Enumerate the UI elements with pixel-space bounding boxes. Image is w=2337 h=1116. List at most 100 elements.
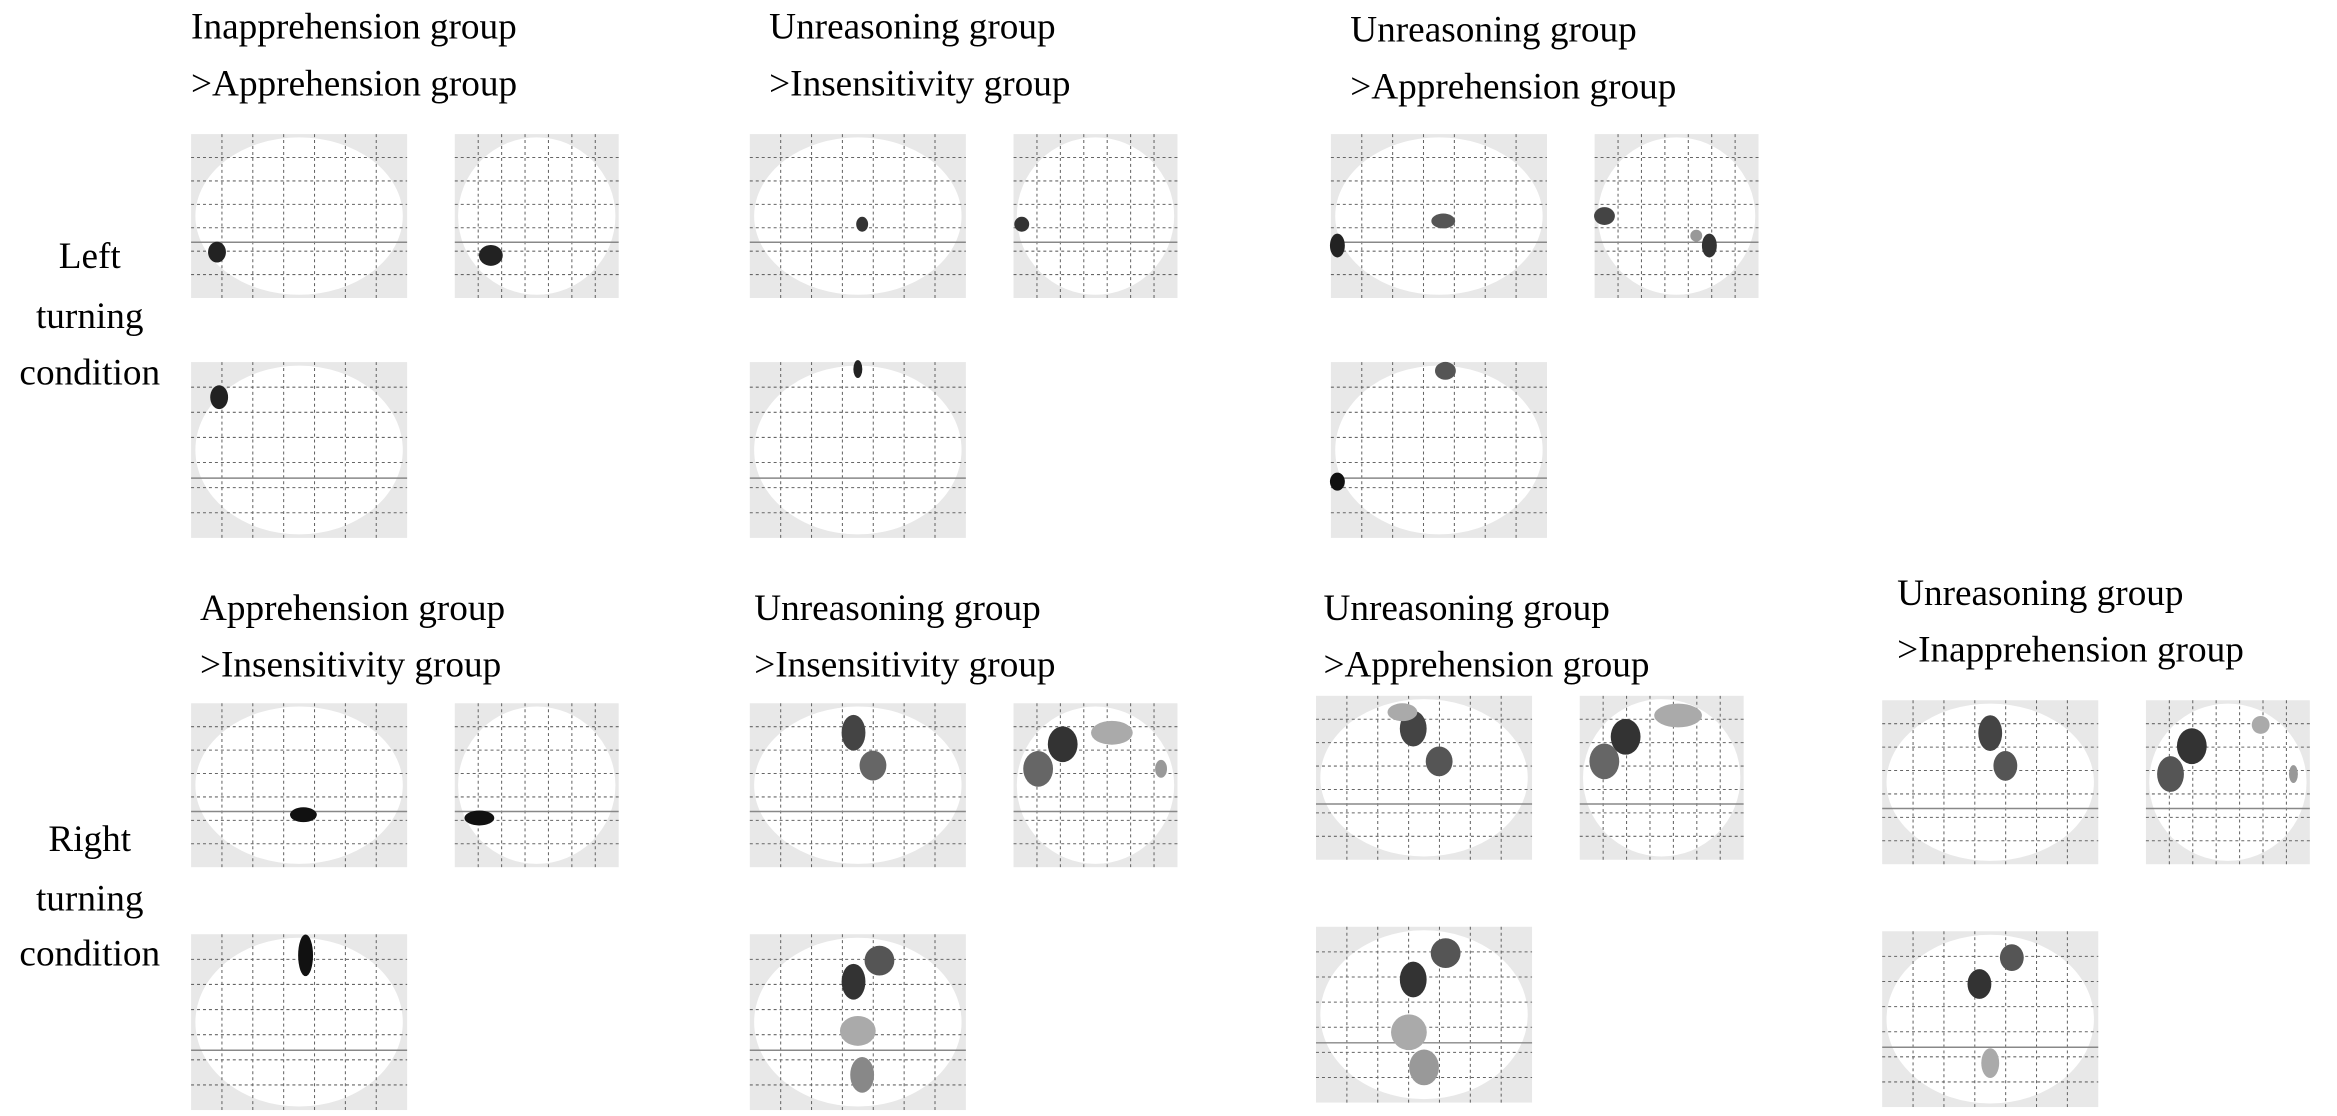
brain-outline — [195, 706, 403, 864]
brain-outline — [754, 706, 962, 864]
axial-view — [749, 934, 966, 1111]
sagittal-view — [749, 134, 966, 298]
activation-blob — [1431, 213, 1456, 229]
activation-blob — [1014, 216, 1030, 232]
axial-view — [191, 934, 408, 1111]
activation-blob — [298, 934, 314, 977]
activation-blob — [859, 750, 887, 781]
coronal-view — [2145, 700, 2310, 865]
panel-title: >Insensitivity group — [769, 63, 1070, 104]
panel-title: >Apprehension group — [191, 63, 517, 104]
activation-blob — [1399, 961, 1427, 998]
brain-outline — [195, 365, 403, 535]
sagittal-view — [1882, 700, 2099, 865]
activation-blob — [1690, 229, 1703, 242]
activation-blob — [1155, 759, 1168, 778]
axial-view — [749, 360, 966, 538]
activation-blob — [2176, 728, 2207, 765]
panel-title: Inapprehension group — [191, 7, 517, 48]
activation-blob — [864, 945, 895, 976]
activation-blob — [1409, 1049, 1439, 1086]
activation-blob — [2157, 756, 2184, 792]
brain-outline — [1016, 137, 1175, 295]
activation-blob — [1981, 1048, 2000, 1079]
row-label: Left — [59, 236, 122, 277]
activation-blob — [1091, 720, 1133, 745]
axial-view — [1316, 926, 1533, 1103]
sagittal-view — [1329, 134, 1547, 298]
panel-title: >Inapprehension group — [1897, 630, 2244, 671]
activation-blob — [1610, 718, 1641, 755]
sagittal-view — [1316, 695, 1533, 860]
coronal-view — [1594, 134, 1759, 298]
activation-blob — [1434, 361, 1456, 380]
activation-blob — [839, 1016, 876, 1046]
activation-blob — [1594, 207, 1615, 225]
sagittal-view — [191, 703, 408, 868]
axial-view — [1329, 361, 1547, 538]
activation-blob — [1425, 746, 1453, 777]
coronal-view — [454, 703, 619, 868]
row-label: turning — [36, 878, 144, 919]
brain-outline — [458, 706, 616, 864]
activation-blob — [208, 241, 226, 263]
panel-title: >Insensitivity group — [754, 644, 1055, 685]
row-label: turning — [36, 296, 144, 337]
panel-title: >Apprehension group — [1350, 66, 1676, 107]
activation-blob — [1047, 726, 1078, 763]
row-label: condition — [19, 934, 160, 975]
activation-blob — [853, 360, 863, 379]
panel-title: Unreasoning group — [1897, 573, 2183, 614]
panel-title: >Insensitivity group — [200, 644, 501, 685]
coronal-view — [1013, 134, 1178, 298]
coronal-view — [454, 134, 619, 298]
brain-outline — [754, 365, 962, 535]
brain-outline — [1597, 137, 1756, 295]
activation-blob — [1329, 472, 1345, 491]
brain-outline — [458, 137, 616, 295]
coronal-view — [1013, 703, 1178, 868]
panel-title: Unreasoning group — [1350, 10, 1636, 51]
axial-view — [1882, 931, 2099, 1108]
brain-outline — [1335, 365, 1543, 535]
activation-blob — [850, 1056, 875, 1093]
activation-blob — [478, 244, 503, 266]
activation-blob — [841, 714, 866, 751]
activation-blob — [290, 807, 317, 823]
activation-blob — [1978, 715, 2003, 751]
activation-blob — [1967, 969, 1992, 999]
brain-outline — [1320, 699, 1528, 857]
brain-outline — [1320, 930, 1528, 1100]
row-label: condition — [19, 352, 160, 393]
activation-blob — [1387, 703, 1418, 722]
activation-blob — [1701, 233, 1717, 258]
activation-blob — [1391, 1014, 1427, 1051]
panel-title: Apprehension group — [200, 588, 505, 629]
activation-blob — [856, 216, 869, 232]
row-label: Right — [48, 819, 131, 860]
panel-title: Unreasoning group — [1323, 588, 1609, 629]
activation-blob — [210, 385, 229, 410]
activation-blob — [1329, 233, 1345, 258]
activation-blob — [1654, 703, 1702, 728]
brain-outline — [195, 137, 403, 295]
activation-blob — [1993, 750, 2018, 781]
sagittal-view — [749, 703, 966, 868]
activation-blob — [1589, 743, 1620, 780]
activation-blob — [2251, 715, 2270, 734]
activation-blob — [1999, 944, 2024, 972]
sagittal-view — [191, 134, 408, 298]
panel-title: Unreasoning group — [769, 7, 1055, 48]
panel-title: Unreasoning group — [754, 588, 1040, 629]
coronal-view — [1579, 695, 1744, 860]
brain-outline — [754, 137, 962, 295]
activation-blob — [1430, 938, 1461, 969]
activation-blob — [464, 810, 495, 826]
brain-outline — [1886, 703, 2094, 861]
panel-title: >Apprehension group — [1323, 644, 1649, 685]
brain-outline — [195, 937, 403, 1107]
axial-view — [191, 362, 408, 538]
brain-outline — [1886, 934, 2094, 1104]
activation-blob — [1023, 750, 1054, 787]
